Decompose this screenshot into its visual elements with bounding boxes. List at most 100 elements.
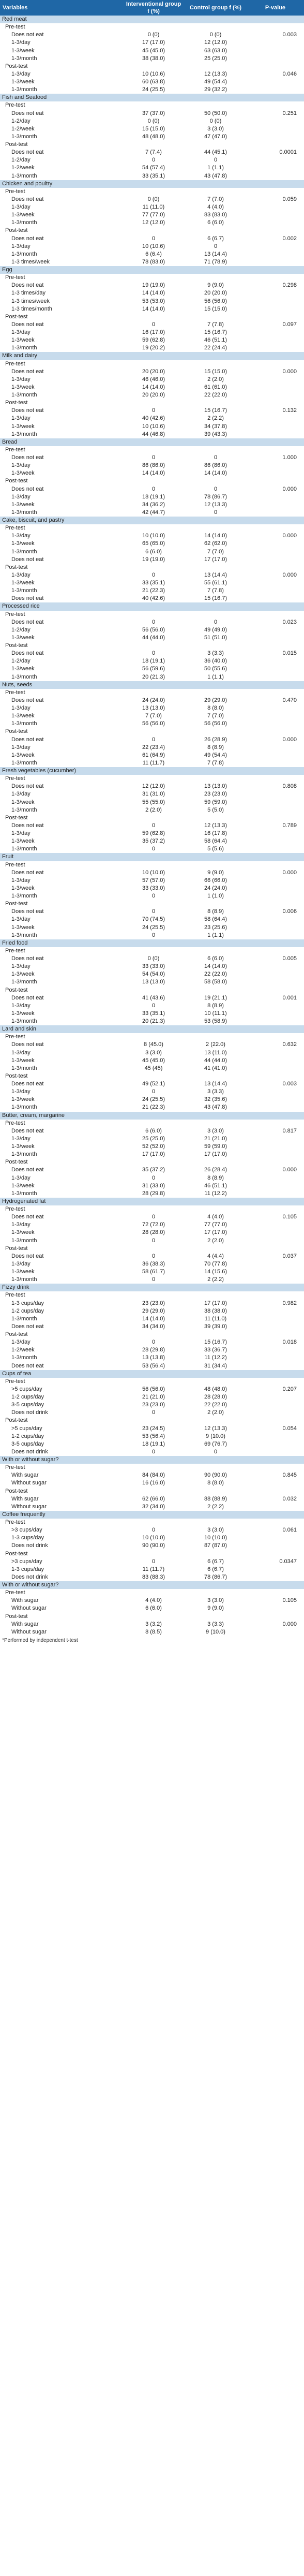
- control-cell: 50 (55.6): [204, 666, 227, 672]
- phase-label: Post-test: [5, 1159, 28, 1166]
- table-header: Variables Interventional group f (%) Con…: [0, 0, 304, 16]
- row-label: Does not drink: [11, 1448, 48, 1455]
- control-cell: 26 (28.9): [204, 736, 227, 743]
- section-row: Chicken and poultry: [0, 180, 304, 188]
- p-value-cell: [247, 1229, 304, 1237]
- interventional-cell: 0: [151, 932, 156, 938]
- p-value-cell: [247, 1088, 304, 1096]
- row-label: Does not eat: [11, 1127, 44, 1134]
- interventional-cell: 65 (65.0): [142, 540, 165, 547]
- phase-label: Post-test: [5, 642, 28, 649]
- p-value-cell: [247, 384, 304, 391]
- control-cell: 13 (14.4): [204, 1081, 227, 1087]
- row-label: 1-3/week: [11, 79, 35, 85]
- interventional-cell: 20 (21.3): [142, 1018, 165, 1025]
- interventional-cell: 0: [151, 1253, 156, 1259]
- section-label: Red meat: [0, 16, 304, 24]
- interventional-cell: 45 (45.0): [142, 47, 165, 54]
- row-label: 1-2 cups/day: [11, 1394, 44, 1401]
- interventional-cell: 40 (42.6): [142, 595, 165, 602]
- table-row: 1-3/day 57 (57.0) 66 (66.0): [0, 877, 304, 885]
- table-row: Does not eat 0 7 (7.8) 0.097: [0, 321, 304, 329]
- section-label: Processed rice: [0, 602, 304, 611]
- row-label: 1-3/month: [11, 431, 37, 437]
- interventional-cell: 0: [151, 846, 156, 852]
- row-label: Does not eat: [11, 1362, 44, 1369]
- control-cell: 17 (17.0): [204, 556, 227, 563]
- p-value-cell: [247, 1566, 304, 1573]
- interventional-cell: 0: [151, 736, 156, 743]
- row-label: 1-3/day: [11, 533, 31, 539]
- p-value-cell: 0.037: [282, 1253, 297, 1259]
- p-value-cell: [247, 806, 304, 814]
- table-row: 1-3/week 77 (77.0) 83 (83.0): [0, 211, 304, 219]
- p-value-cell: [247, 1143, 304, 1151]
- row-label: Does not eat: [11, 407, 44, 414]
- phase-row: Pre-test: [0, 23, 304, 31]
- control-cell: 32 (35.6): [204, 1096, 227, 1103]
- phase-label: Post-test: [5, 728, 28, 735]
- row-label: 1-3/week: [11, 580, 35, 586]
- p-value-cell: [247, 86, 304, 94]
- control-cell: 16 (17.8): [204, 830, 227, 837]
- p-value-cell: [247, 548, 304, 556]
- control-cell: 3 (3.3): [207, 1621, 224, 1627]
- interventional-cell: 18 (19.1): [142, 1440, 165, 1447]
- control-cell: 12 (12.0): [204, 39, 227, 46]
- control-cell: 12 (13.3): [204, 1425, 227, 1432]
- section-row: Cups of tea: [0, 1370, 304, 1378]
- table-row: 1-3/day 59 (62.8) 16 (17.8): [0, 830, 304, 837]
- control-cell: 23 (25.6): [204, 924, 227, 931]
- p-value-cell: 0.298: [282, 282, 297, 289]
- row-label: 1-3 cups/day: [11, 1566, 44, 1572]
- p-value-cell: [247, 344, 304, 352]
- control-cell: 19 (21.1): [204, 994, 227, 1001]
- table-row: 1-3/day 0 8 (8.9): [0, 1174, 304, 1182]
- interventional-cell: 33 (35.1): [142, 580, 165, 586]
- table-row: 1-3/month 48 (48.0) 47 (47.0): [0, 133, 304, 141]
- phase-label: Pre-test: [5, 861, 25, 868]
- table-row: 1-3/day 0 3 (3.3): [0, 1088, 304, 1096]
- control-cell: 0: [214, 243, 218, 249]
- p-value-cell: [247, 932, 304, 939]
- phase-row: Pre-test: [0, 611, 304, 619]
- table-row: 1-2/week 54 (57.4) 1 (1.1): [0, 164, 304, 172]
- p-value-cell: 0.105: [282, 1597, 297, 1604]
- p-value-cell: [247, 595, 304, 602]
- phase-label: Pre-test: [5, 188, 25, 195]
- p-value-cell: [247, 916, 304, 923]
- control-cell: 70 (77.8): [204, 1260, 227, 1267]
- phase-label: Pre-test: [5, 1120, 25, 1126]
- table-row: 1-3/day 10 (10.6) 12 (13.3) 0.046: [0, 70, 304, 78]
- interventional-cell: 15 (15.0): [142, 125, 165, 132]
- row-label: Does not eat: [11, 235, 44, 242]
- phase-row: Pre-test: [0, 1120, 304, 1127]
- row-label: 1-3/week: [11, 384, 35, 390]
- section-label: Cups of tea: [0, 1370, 304, 1378]
- row-label: 1-3/month: [11, 587, 37, 594]
- interventional-cell: 48 (48.0): [142, 133, 165, 140]
- interventional-cell: 16 (16.0): [142, 1480, 165, 1486]
- section-label: Fizzy drink: [0, 1284, 304, 1292]
- table-row: Does not eat 0 8 (8.9) 0.006: [0, 908, 304, 916]
- row-label: With sugar: [11, 1597, 39, 1604]
- phase-row: Post-test: [0, 1072, 304, 1080]
- table-body: Red meat Pre-test Does not eat 0 (0) 0 (0) 0.…: [0, 16, 304, 1636]
- control-cell: 86 (86.0): [204, 462, 227, 469]
- phase-label: Pre-test: [5, 775, 25, 782]
- row-label: 1-3/day: [11, 916, 31, 923]
- table-row: 1-3/day 0 8 (8.9): [0, 1002, 304, 1010]
- row-label: 1-3 times/month: [11, 305, 52, 312]
- table-row: 1-3/week 52 (52.0) 59 (59.0): [0, 1143, 304, 1151]
- section-row: Lard and skin: [0, 1025, 304, 1034]
- interventional-cell: 0: [151, 1276, 156, 1283]
- row-label: 1-3/day: [11, 744, 31, 750]
- interventional-cell: 0: [151, 1558, 156, 1565]
- phase-row: Post-test: [0, 564, 304, 571]
- table-row: 1-3/day 31 (31.0) 23 (23.0): [0, 790, 304, 798]
- row-label: Does not drink: [11, 1409, 48, 1416]
- control-cell: 7 (7.0): [207, 196, 224, 202]
- control-cell: 36 (40.0): [204, 658, 227, 665]
- p-value-cell: [247, 258, 304, 266]
- phase-row: Post-test: [0, 1158, 304, 1166]
